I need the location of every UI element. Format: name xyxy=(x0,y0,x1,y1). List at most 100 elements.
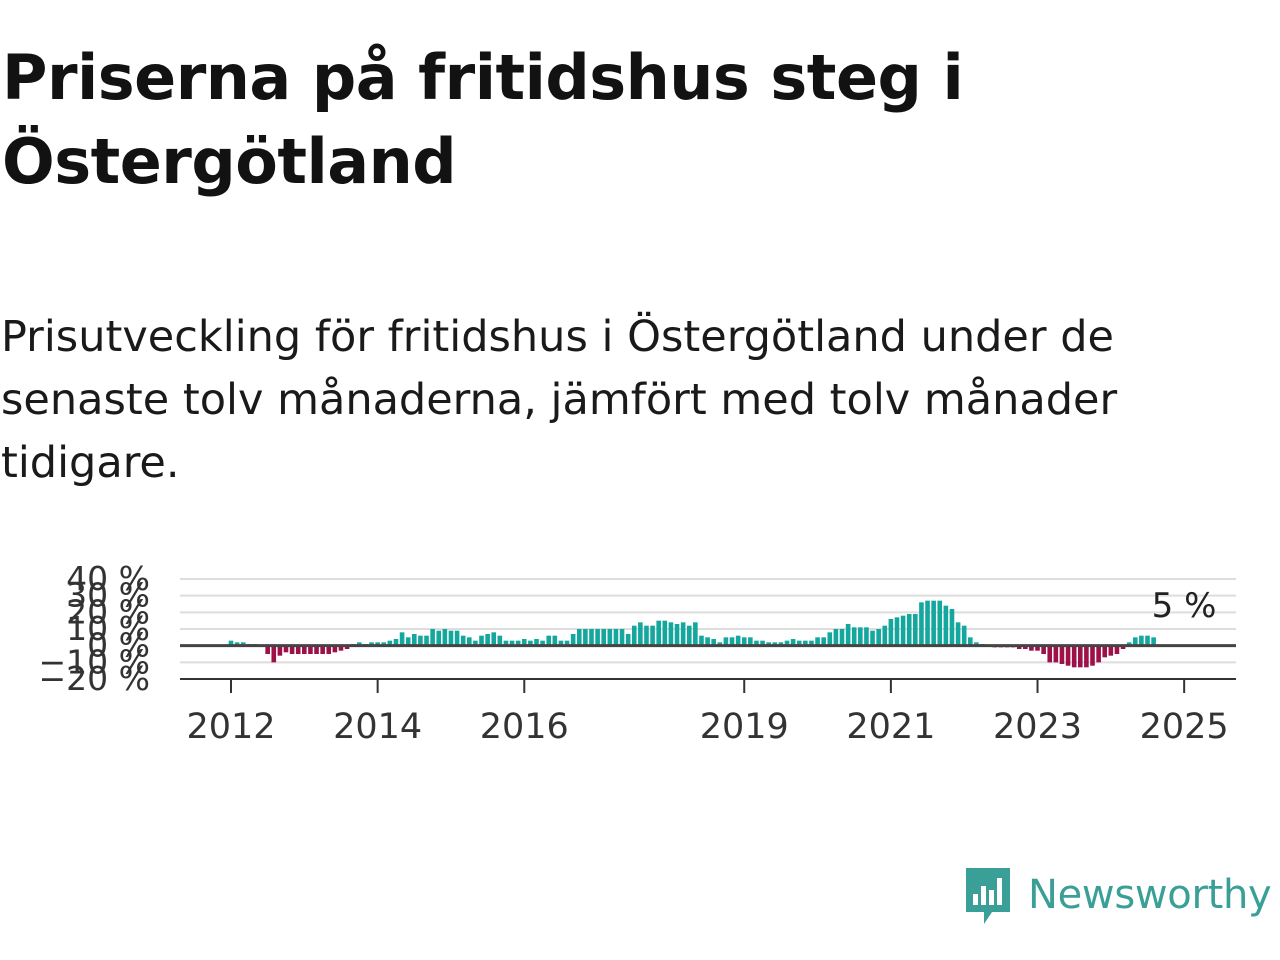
bar xyxy=(1120,645,1126,649)
bar xyxy=(662,620,668,646)
bar xyxy=(784,640,790,646)
bar xyxy=(240,642,246,646)
bar xyxy=(381,642,387,646)
bar xyxy=(974,642,979,646)
bar xyxy=(344,645,350,649)
bar xyxy=(943,605,949,646)
bar xyxy=(448,630,454,646)
x-tick-label: 2016 xyxy=(480,707,569,747)
bar xyxy=(454,630,460,646)
bar xyxy=(1084,645,1089,668)
bar xyxy=(234,642,240,646)
bar xyxy=(558,640,564,646)
newsworthy-logo-icon xyxy=(966,868,1010,924)
chart-subtitle: Prisutveckling för fritidshus i Östergöt… xyxy=(1,312,1118,488)
bar xyxy=(686,625,692,646)
bar xyxy=(760,640,765,646)
bar xyxy=(607,629,613,646)
bar xyxy=(693,622,698,646)
bar xyxy=(369,642,374,646)
bar xyxy=(320,645,325,654)
bar xyxy=(289,645,295,654)
bar-chart: 40 %30 %20 %10 %0 %−10 %−20 % 2012 2014 20… xyxy=(39,559,1236,747)
bar xyxy=(1065,645,1071,666)
bar xyxy=(1114,645,1120,654)
bar xyxy=(1139,635,1144,646)
bar xyxy=(265,645,270,654)
bar xyxy=(638,622,643,646)
x-tick-label: 2014 xyxy=(333,707,422,747)
bar xyxy=(479,635,484,646)
bar xyxy=(1016,645,1022,649)
bar xyxy=(821,637,826,646)
bar xyxy=(1108,645,1114,656)
bar xyxy=(674,624,680,646)
bar xyxy=(375,642,380,646)
newsworthy-logo: Newsworthy xyxy=(962,862,1272,928)
bar xyxy=(564,640,570,646)
bar xyxy=(497,635,503,646)
bar xyxy=(858,627,863,646)
bar xyxy=(754,640,759,646)
bar xyxy=(1096,645,1101,663)
bar xyxy=(1126,642,1132,646)
bar xyxy=(1047,645,1053,663)
bar xyxy=(741,637,747,646)
bar xyxy=(790,639,796,646)
bar xyxy=(528,640,533,646)
y-tick-label: 20 % xyxy=(66,592,150,631)
bar xyxy=(277,645,283,656)
bar xyxy=(466,637,472,646)
bar xyxy=(601,629,607,646)
bar xyxy=(748,637,753,646)
bar xyxy=(931,600,936,646)
x-axis-tick-labels: 2012 2014 2016 2019 2021 2023 2025 xyxy=(186,707,1228,747)
bar xyxy=(1090,645,1095,666)
bar xyxy=(503,640,509,646)
bar xyxy=(913,614,918,646)
bar xyxy=(436,630,442,646)
bar xyxy=(680,622,686,646)
bar xyxy=(735,635,741,646)
bar xyxy=(870,630,875,646)
bar xyxy=(332,645,338,653)
bar xyxy=(937,600,943,646)
x-tick-label: 2019 xyxy=(700,707,789,747)
bar xyxy=(1029,645,1034,651)
bar xyxy=(619,629,625,646)
y-tick-label: −10 % xyxy=(39,642,151,681)
x-tick-label: 2023 xyxy=(993,707,1082,747)
bar xyxy=(424,635,429,646)
bar xyxy=(705,637,710,646)
bar xyxy=(925,600,930,646)
bar xyxy=(283,645,289,653)
bar xyxy=(613,629,619,646)
bar xyxy=(546,635,552,646)
bar xyxy=(1053,645,1059,663)
bar xyxy=(552,635,558,646)
bar xyxy=(430,629,435,646)
bar xyxy=(589,629,594,646)
bar xyxy=(864,627,869,646)
bar xyxy=(412,634,417,646)
bar xyxy=(882,625,888,646)
gridlines xyxy=(180,578,1236,680)
bar xyxy=(894,617,900,646)
bar xyxy=(1041,645,1046,654)
bar xyxy=(326,645,332,654)
bar xyxy=(460,635,466,646)
bar xyxy=(625,634,631,646)
bar xyxy=(827,632,833,646)
bar xyxy=(485,634,490,646)
bar xyxy=(473,640,478,646)
bar xyxy=(1035,645,1040,651)
bar xyxy=(949,609,955,646)
bar xyxy=(228,640,234,646)
bar xyxy=(815,637,820,646)
bar xyxy=(1059,645,1065,664)
bar xyxy=(833,629,839,646)
bar xyxy=(393,639,399,646)
bar xyxy=(1023,645,1028,649)
bar xyxy=(418,635,423,646)
bar xyxy=(442,629,448,646)
